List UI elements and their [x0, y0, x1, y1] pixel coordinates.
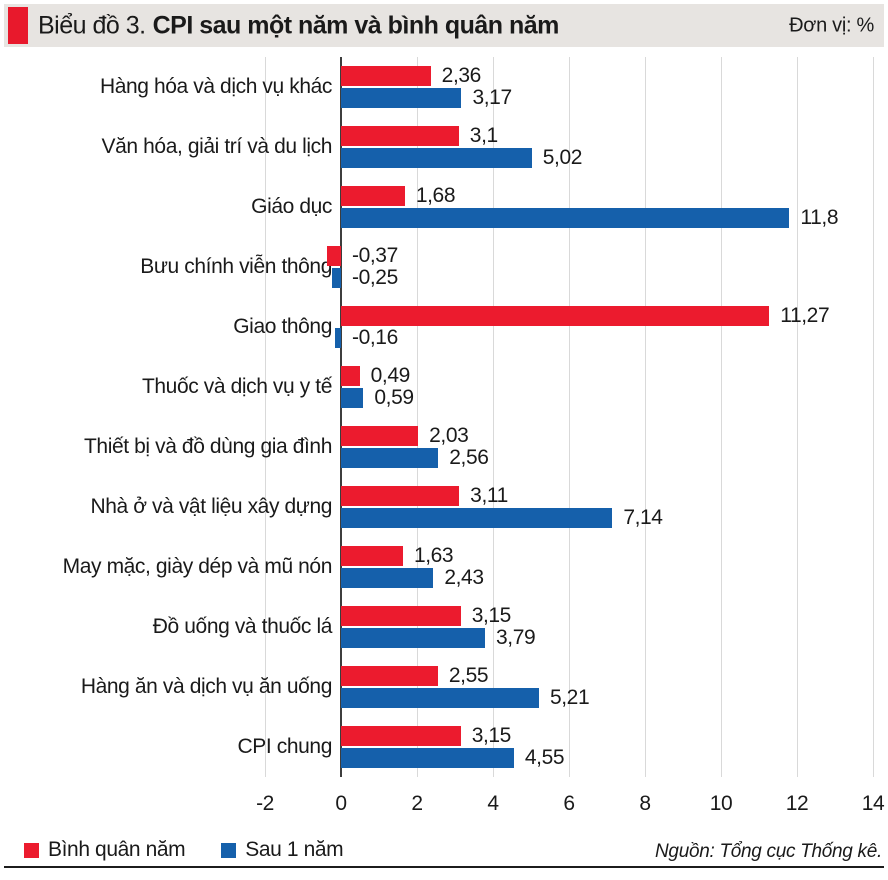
chart-title-main: CPI sau một năm và bình quân năm — [152, 11, 560, 39]
bar-sau-1-nam — [341, 388, 364, 408]
bar-binh-quan-nam — [341, 306, 770, 326]
bar-binh-quan-nam — [341, 426, 419, 446]
x-axis: -2 0 2 4 6 8 10 12 14 — [0, 792, 888, 818]
value-label: 5,02 — [542, 146, 583, 169]
value-label: 2,03 — [429, 424, 469, 447]
bar-binh-quan-nam — [341, 726, 461, 746]
gridline — [569, 57, 570, 777]
bar-sau-1-nam — [341, 208, 790, 228]
category-label: CPI chung — [237, 735, 333, 758]
value-label: 1,68 — [415, 184, 456, 207]
value-label: 0,59 — [374, 386, 414, 409]
category-label: Hàng ăn và dịch vụ ăn uống — [80, 675, 333, 698]
legend-label-binh-quan-nam: Bình quân năm — [48, 838, 186, 861]
x-tick-label: 6 — [563, 792, 575, 815]
gridline — [797, 57, 798, 777]
bar-sau-1-nam — [341, 448, 439, 468]
bottom-divider — [4, 866, 884, 868]
category-label: May mặc, giày dép và mũ nón — [62, 555, 333, 578]
value-label: 3,79 — [496, 626, 536, 649]
zero-axis-line — [340, 57, 342, 777]
bar-binh-quan-nam — [341, 66, 431, 86]
bar-sau-1-nam — [334, 328, 341, 348]
value-label: 3,1 — [469, 124, 498, 147]
category-label: Thiết bị và đồ dùng gia đình — [84, 435, 332, 458]
value-label: -0,25 — [352, 266, 398, 289]
bar-binh-quan-nam — [341, 366, 360, 386]
bar-binh-quan-nam — [341, 606, 461, 626]
category-label: Văn hóa, giải trí và du lịch — [101, 135, 333, 158]
value-label: 0,49 — [370, 364, 411, 387]
legend-label-sau-1-nam: Sau 1 năm — [245, 838, 344, 861]
chart-title: Biểu đồ 3. CPI sau một năm và bình quân n… — [38, 11, 559, 40]
category-label: Thuốc và dịch vụ y tế — [141, 375, 332, 398]
source-credit: Nguồn: Tổng cục Thống kê. — [655, 841, 882, 862]
bar-sau-1-nam — [341, 688, 539, 708]
gridline — [265, 57, 266, 777]
bar-sau-1-nam — [341, 628, 486, 648]
bar-binh-quan-nam — [341, 126, 459, 146]
legend-item-sau-1-nam: Sau 1 năm — [221, 838, 344, 862]
bar-sau-1-nam — [341, 748, 514, 768]
plot-area: Hàng hóa và dịch vụ khác 2,36 3,17 Văn hóa,… — [0, 57, 888, 777]
bar-sau-1-nam — [341, 508, 613, 528]
category-label: Bưu chính viễn thông — [140, 255, 332, 278]
bar-sau-1-nam — [331, 268, 341, 288]
x-tick-label: 4 — [487, 792, 499, 815]
x-tick-label: 12 — [785, 792, 809, 815]
value-label: 2,43 — [444, 566, 484, 589]
bar-binh-quan-nam — [341, 186, 405, 206]
bar-binh-quan-nam — [341, 666, 438, 686]
legend-swatch-red — [24, 842, 39, 858]
legend-swatch-blue — [221, 842, 237, 858]
value-label: 2,56 — [449, 446, 489, 469]
legend-item-binh-quan-nam: Bình quân năm — [24, 838, 186, 862]
category-label: Giáo dục — [251, 195, 332, 218]
x-tick-label: 8 — [639, 792, 651, 815]
gridline — [493, 57, 494, 777]
bar-binh-quan-nam — [326, 246, 341, 266]
value-label: 7,14 — [623, 506, 663, 529]
unit-label: Đơn vị: % — [789, 14, 874, 36]
gridline — [417, 57, 418, 777]
value-label: 2,55 — [448, 664, 489, 687]
x-tick-label: 0 — [335, 792, 347, 815]
bar-sau-1-nam — [341, 148, 532, 168]
bar-binh-quan-nam — [341, 486, 460, 506]
value-label: 5,21 — [549, 686, 590, 709]
chart-header: Biểu đồ 3. CPI sau một năm và bình quân n… — [4, 4, 884, 47]
value-label: 3,15 — [471, 724, 512, 747]
red-accent-block — [8, 7, 28, 44]
category-label: Đồ uống và thuốc lá — [152, 615, 333, 638]
legend: Bình quân năm Sau 1 năm — [24, 838, 344, 862]
category-label: Nhà ở và vật liệu xây dựng — [90, 495, 332, 518]
value-label: 3,11 — [470, 484, 508, 507]
x-tick-label: 14 — [861, 792, 885, 815]
bar-sau-1-nam — [341, 88, 462, 108]
value-label: 4,55 — [524, 746, 565, 769]
x-tick-label: -2 — [256, 792, 274, 815]
value-label: 11,27 — [780, 304, 830, 327]
bar-binh-quan-nam — [341, 546, 403, 566]
value-label: 11,8 — [800, 206, 839, 229]
value-label: -0,37 — [352, 244, 398, 267]
category-label: Giao thông — [233, 315, 332, 338]
gridline — [721, 57, 722, 777]
value-label: -0,16 — [352, 326, 398, 349]
value-label: 2,36 — [441, 64, 482, 87]
x-tick-label: 10 — [709, 792, 733, 815]
value-label: 3,15 — [471, 604, 512, 627]
gridline — [873, 57, 874, 777]
category-label: Hàng hóa và dịch vụ khác — [99, 75, 332, 98]
value-label: 3,17 — [472, 86, 512, 109]
chart-title-prefix: Biểu đồ 3. — [38, 11, 146, 39]
bar-sau-1-nam — [341, 568, 434, 588]
value-label: 1,63 — [413, 544, 454, 567]
gridline — [645, 57, 646, 777]
x-tick-label: 2 — [411, 792, 423, 815]
